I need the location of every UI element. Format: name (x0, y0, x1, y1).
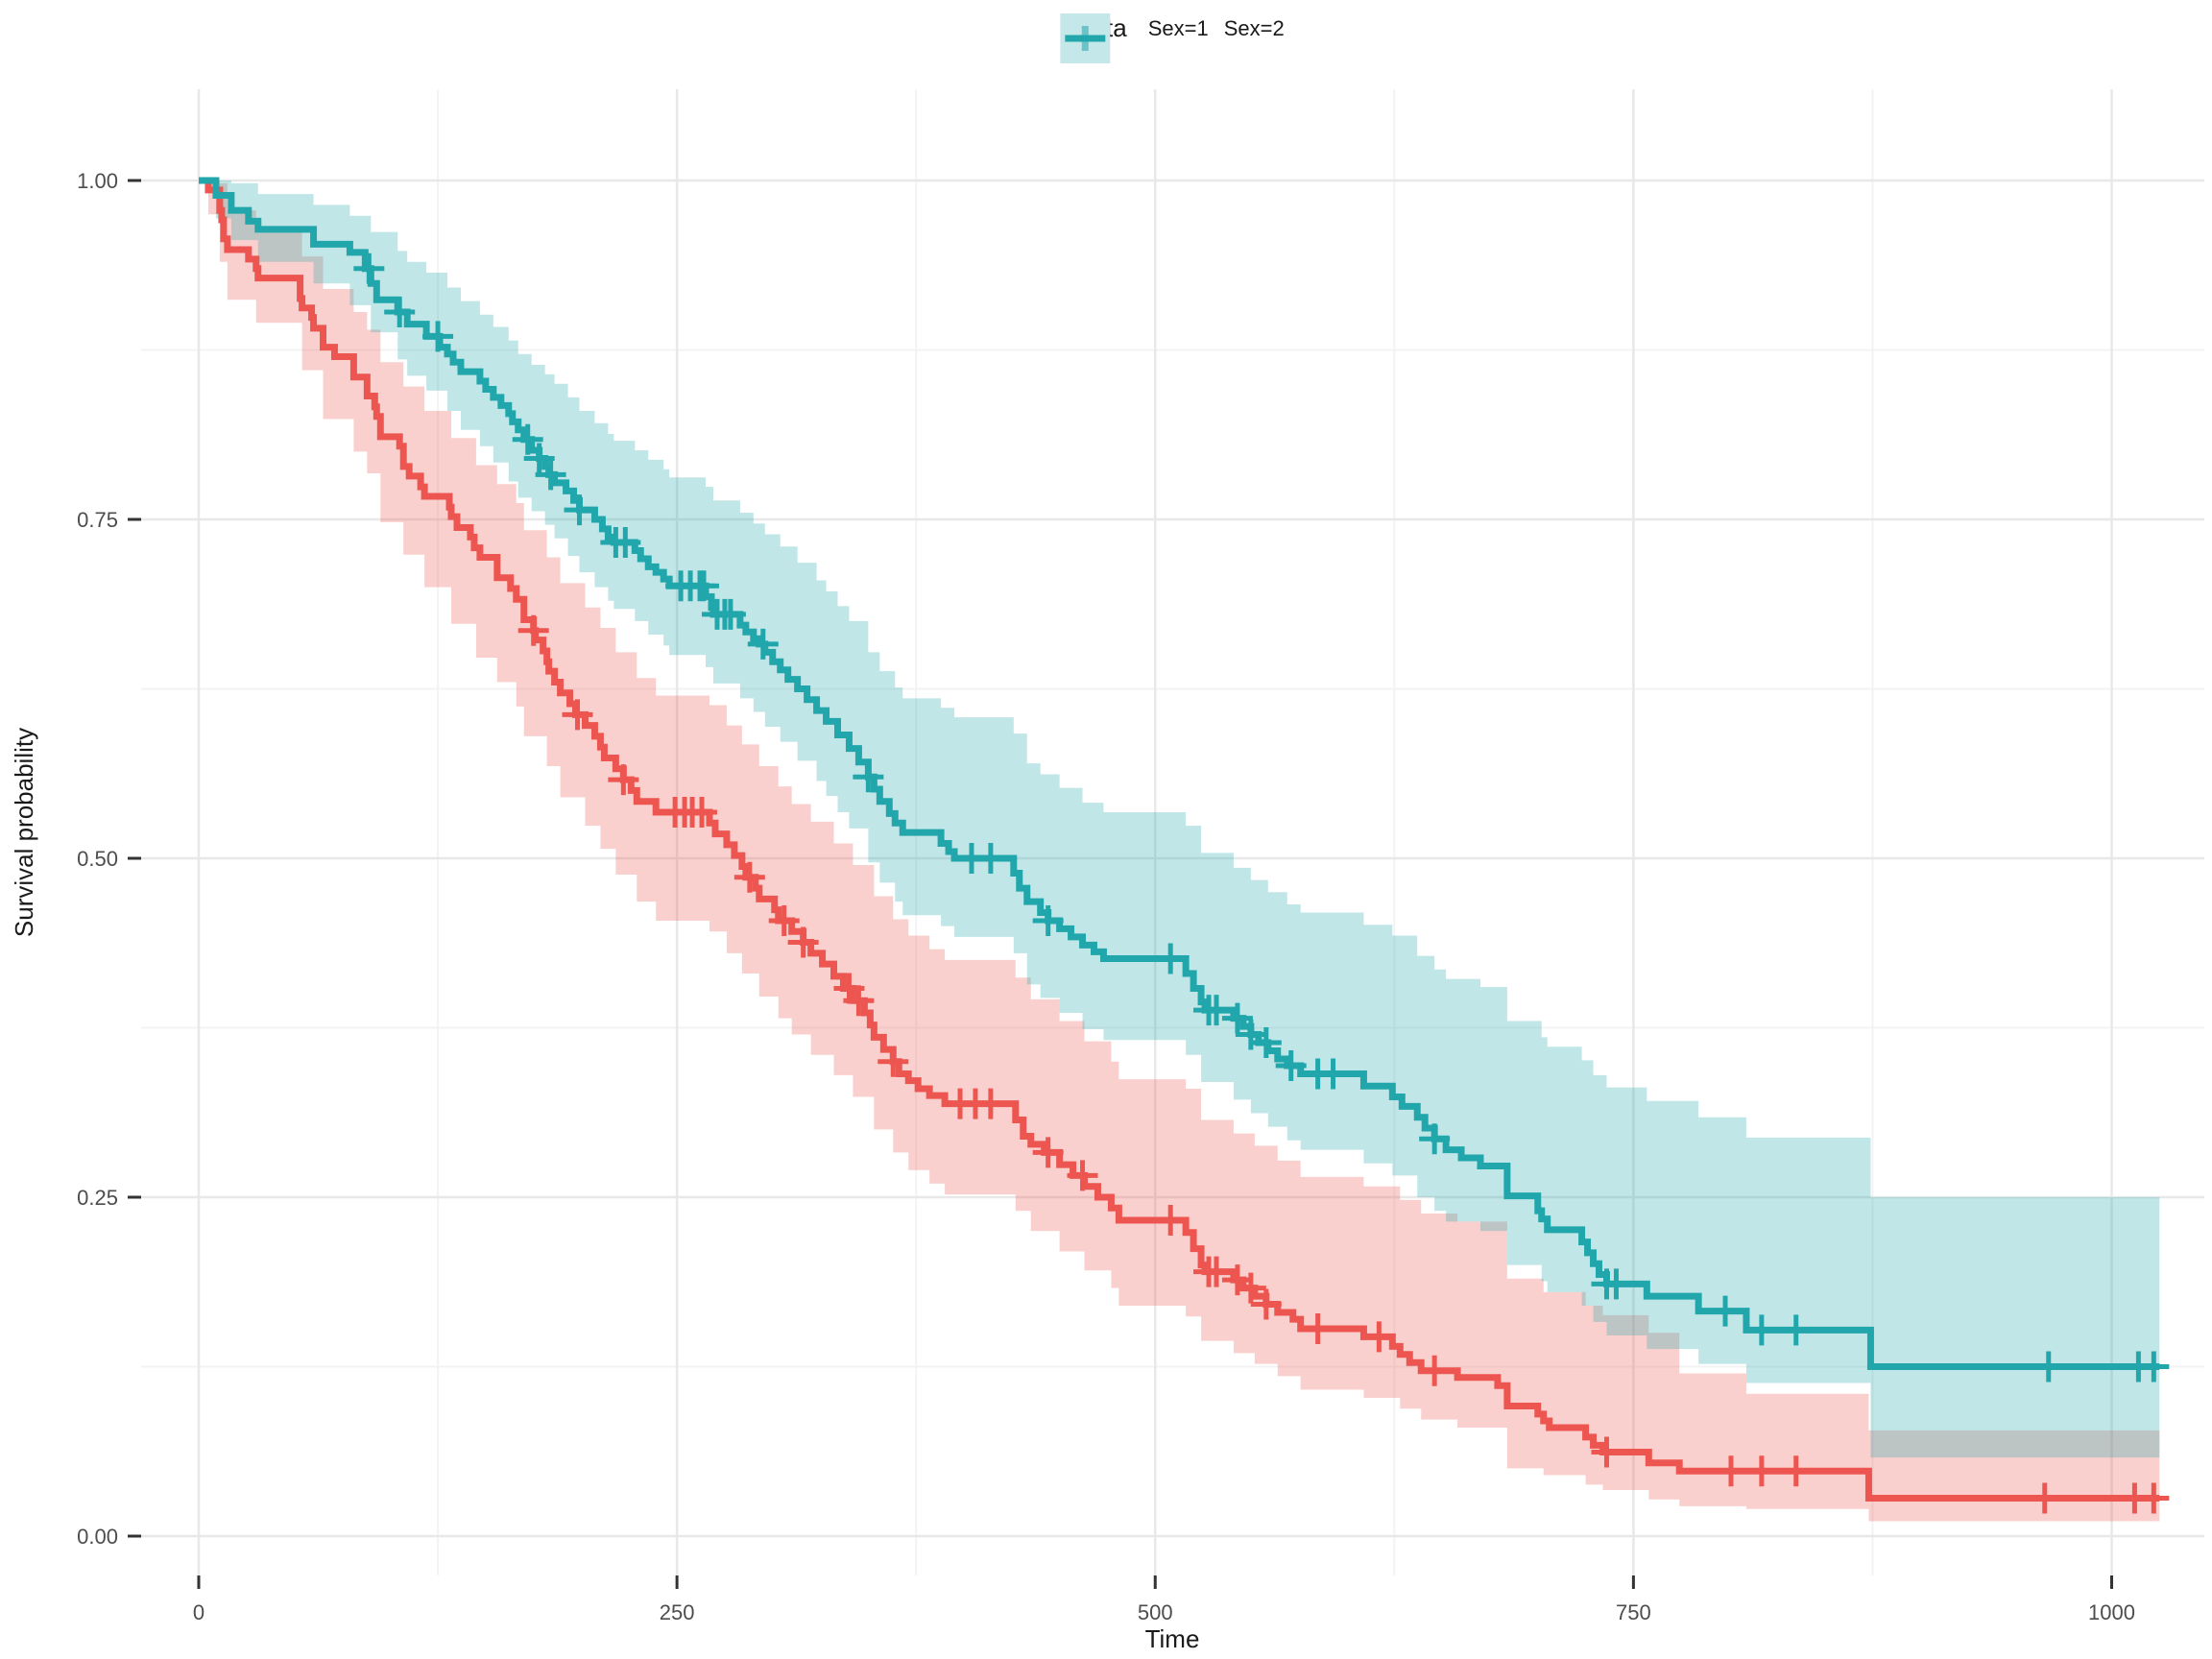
censor-mark (1780, 1455, 1812, 1487)
ci-band-sex1 (199, 180, 2160, 1522)
censor-mark (1591, 1436, 1623, 1468)
y-tick-label: 1.00 (77, 169, 118, 193)
censor-mark (1201, 995, 1233, 1026)
censor-mark (974, 843, 1006, 874)
censor-mark (1250, 1027, 1282, 1059)
censor-mark (1235, 1272, 1266, 1304)
y-tick-label: 0.75 (77, 508, 118, 532)
censor-mark (1032, 904, 1064, 936)
censor-mark (1317, 1058, 1349, 1090)
axis-ticks (128, 179, 2113, 1589)
censor-mark (1780, 1314, 1812, 1346)
y-axis-title: Survival probability (10, 728, 38, 937)
censor-mark (787, 926, 819, 958)
censor-mark (1155, 943, 1187, 974)
x-tick-label: 250 (660, 1600, 695, 1624)
censor-mark (2029, 1482, 2060, 1514)
censor-mark (686, 796, 718, 828)
censor-mark (1710, 1295, 1742, 1327)
censor-mark (523, 443, 555, 474)
survival-curves (199, 177, 2160, 1502)
censor-mark (1067, 1160, 1098, 1191)
axis-tick-labels: 0 250 500 750 1000 1.00 0.75 0.50 0.25 0.00 (77, 169, 2135, 1624)
km-curve-sex1 (199, 177, 2160, 1502)
legend-label-sex1: Sex=1 (1147, 15, 1209, 40)
legend-key-sex2-icon (1060, 13, 1111, 63)
censor-mark (2138, 1351, 2170, 1382)
censor-mark (562, 699, 593, 731)
y-tick-label: 0.25 (77, 1186, 118, 1210)
censor-mark (974, 1088, 1006, 1119)
censor-mark (878, 1046, 909, 1077)
legend-item-sex1: Sex=1 (1060, 13, 1209, 63)
censor-mark (1600, 1268, 1632, 1300)
censor-mark (1745, 1455, 1777, 1487)
censor-mark (688, 570, 720, 602)
x-tick-label: 1000 (2088, 1600, 2135, 1624)
censor-mark (2032, 1351, 2064, 1382)
censor-mark (1275, 1050, 1307, 1082)
censor-mark (1155, 1205, 1187, 1236)
censor-mark (843, 985, 875, 1017)
censor-mark (422, 321, 454, 352)
censor-mark (535, 459, 566, 491)
censor-mark (768, 904, 800, 936)
censor-mark (1419, 1355, 1451, 1386)
censor-mark (1419, 1123, 1451, 1155)
censor-mark (610, 527, 641, 559)
censor-mark (1221, 1002, 1253, 1034)
censor-marks-sex2 (353, 252, 2170, 1382)
censor-mark (353, 252, 385, 284)
censor-mark (608, 764, 639, 796)
gridlines-major (141, 89, 2204, 1575)
censor-marks-sex1 (517, 614, 2170, 1514)
censor-marks (353, 252, 2170, 1514)
legend: Strata Sex=1 Sex=2 (1060, 13, 1285, 63)
ci-band-sex2 (199, 180, 2160, 1458)
censor-mark (1715, 1455, 1746, 1487)
censor-mark (1745, 1314, 1777, 1346)
censor-mark (2138, 1482, 2170, 1514)
censor-mark (714, 598, 746, 630)
legend-item-sex2: Sex=2 (1060, 13, 1285, 63)
censor-mark (384, 296, 416, 327)
x-tick-label: 0 (193, 1600, 204, 1624)
censor-mark (1363, 1321, 1395, 1353)
censor-mark (733, 861, 765, 893)
y-tick-label: 0.00 (77, 1525, 118, 1549)
censor-mark (1201, 1256, 1233, 1287)
x-tick-label: 500 (1138, 1600, 1173, 1624)
confidence-bands (199, 180, 2160, 1522)
km-curve-sex2 (199, 177, 2160, 1370)
legend-label-sex2: Sex=2 (1223, 15, 1285, 40)
censor-mark (1032, 1137, 1064, 1168)
censor-mark (1302, 1312, 1334, 1344)
censor-mark (512, 423, 543, 455)
censor-mark (853, 761, 884, 793)
x-axis-title: Time (1145, 1624, 1200, 1653)
x-tick-label: 750 (1616, 1600, 1651, 1624)
censor-mark (517, 614, 549, 646)
censor-mark (747, 628, 779, 660)
gridlines-minor (141, 89, 2204, 1575)
censor-mark (564, 494, 595, 526)
y-tick-label: 0.50 (77, 847, 118, 871)
censor-mark (1250, 1288, 1282, 1320)
